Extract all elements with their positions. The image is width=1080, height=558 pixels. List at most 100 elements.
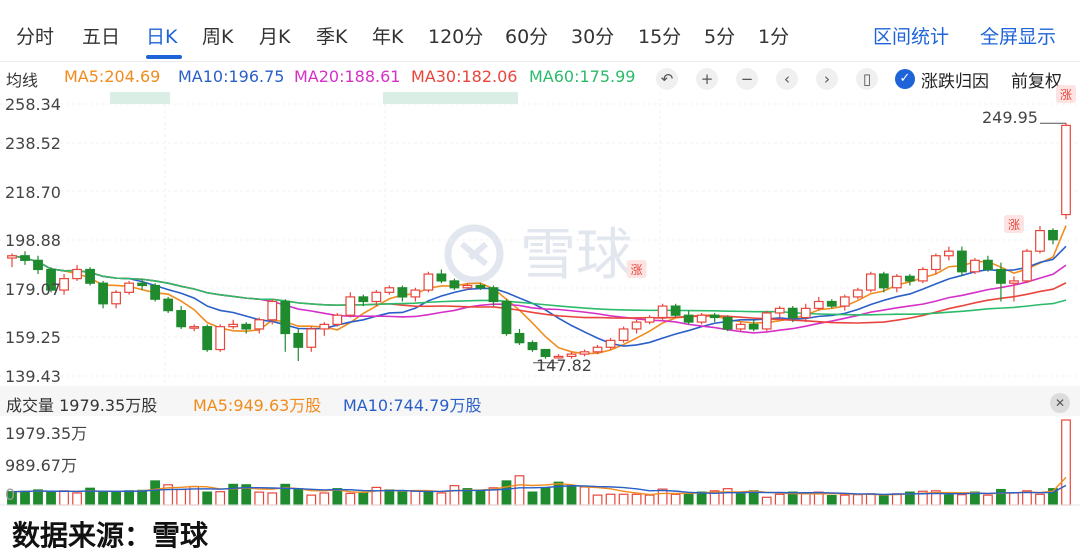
rise-tag	[1056, 85, 1076, 103]
candle-body	[566, 353, 577, 357]
candle-body	[280, 300, 291, 335]
volume-bar	[579, 486, 590, 506]
volume-bar	[657, 488, 668, 506]
rise-tag	[626, 260, 647, 278]
next-icon[interactable]: ›	[816, 68, 838, 90]
tab-weekly-k[interactable]: 周K	[202, 26, 234, 48]
candle-body	[371, 291, 382, 303]
range-highlight	[383, 92, 518, 104]
candle-body	[306, 328, 317, 348]
volume-header: 成交量 1979.35万股 MA5:949.63万股 MA10:744.79万股…	[0, 386, 1080, 416]
candle-body	[254, 319, 265, 330]
candle-body	[423, 273, 434, 291]
volume-bar	[46, 491, 56, 506]
zoom-in-icon[interactable]: +	[696, 68, 718, 90]
volume-bar	[735, 493, 746, 506]
volume-bar	[319, 492, 330, 506]
candle-body	[943, 250, 954, 257]
price-axis-label: 159.25	[5, 328, 61, 347]
tab-quarterly-k[interactable]: 季K	[316, 26, 348, 48]
kline-chart[interactable]: 雪球 涨涨涨	[0, 0, 1080, 514]
candle-body	[657, 305, 668, 319]
candle-body	[33, 259, 43, 271]
candle-body	[904, 275, 915, 282]
volume-bar	[475, 490, 486, 506]
volume-bar	[618, 493, 629, 506]
volume-axis-label: 989.67万	[5, 456, 77, 475]
volume-axis-label: 1979.35万	[5, 424, 88, 443]
volume-bar	[436, 492, 447, 506]
tab-fenshi[interactable]: 分时	[16, 26, 55, 48]
range-stats-link[interactable]: 区间统计	[873, 26, 950, 48]
ma60-value: MA60:175.99	[529, 67, 636, 86]
volume-bar	[605, 493, 616, 506]
volume-ma10-line	[11, 484, 1067, 496]
tab-monthly-k[interactable]: 月K	[259, 26, 291, 48]
ma5-line	[11, 225, 1067, 355]
candle-body	[332, 314, 343, 325]
volume-bar	[98, 491, 108, 506]
prev-icon[interactable]: ‹	[776, 68, 798, 90]
price-axis-label: 139.43	[5, 367, 61, 386]
ma-label: 均线	[6, 71, 39, 90]
candle-body	[514, 332, 525, 344]
volume-bar	[761, 496, 772, 506]
candle-body	[826, 300, 837, 307]
rise-tag-label: 涨	[1008, 217, 1020, 232]
candle-body	[449, 280, 460, 289]
candle-body	[462, 284, 473, 289]
rise-fall-attribution-toggle[interactable]: 涨跌归因	[921, 72, 989, 92]
tab-1min[interactable]: 1分	[758, 26, 790, 48]
candle-body	[46, 268, 56, 291]
candle-body	[85, 268, 95, 284]
adjust-mode-selector[interactable]: 前复权	[1011, 72, 1062, 92]
tab-yearly-k[interactable]: 年K	[372, 26, 404, 48]
volume-bar	[20, 490, 30, 506]
candle-body	[384, 287, 395, 293]
volume-bar	[345, 492, 356, 506]
candle-body	[345, 296, 356, 316]
volume-bar	[566, 485, 577, 506]
volume-bar	[33, 489, 43, 506]
candle-body	[579, 351, 590, 355]
volume-bar	[514, 475, 525, 506]
close-icon[interactable]: ✕	[1050, 393, 1070, 413]
rise-tag	[1003, 215, 1024, 233]
volume-axis-label: 0	[5, 485, 16, 504]
tab-120min[interactable]: 120分	[428, 26, 484, 48]
checkmark-icon[interactable]: ✓	[895, 69, 915, 89]
tab-30min[interactable]: 30分	[571, 26, 615, 48]
candle-body	[996, 268, 1006, 284]
candle-body	[670, 305, 681, 316]
tab-daily-k[interactable]: 日K	[146, 26, 178, 48]
candle-body	[228, 323, 239, 328]
candle-body	[150, 284, 161, 300]
zoom-out-icon[interactable]: −	[736, 68, 758, 90]
candle-body	[930, 255, 941, 271]
low-price-annotation: 147.82	[536, 356, 592, 375]
candle-body	[20, 255, 30, 261]
tab-15min[interactable]: 15分	[638, 26, 682, 48]
candle-body	[891, 275, 902, 289]
candle-body	[631, 321, 642, 330]
candle-body	[410, 289, 421, 298]
volume-bar	[683, 493, 694, 506]
tab-wuri[interactable]: 五日	[82, 26, 121, 48]
candle-body	[1048, 229, 1058, 241]
volume-bar	[644, 494, 655, 506]
range-highlight	[110, 92, 170, 104]
candle-icon[interactable]: ▯	[856, 68, 878, 90]
candle-body	[970, 259, 980, 273]
tab-60min[interactable]: 60分	[505, 26, 549, 48]
volume-bar	[501, 480, 512, 506]
candle-body	[293, 332, 304, 348]
candle-body	[983, 259, 993, 271]
candle-body	[137, 282, 148, 287]
volume-bar	[293, 488, 304, 506]
undo-icon[interactable]: ↶	[656, 68, 678, 90]
fullscreen-link[interactable]: 全屏显示	[980, 26, 1057, 48]
candle-body	[839, 296, 850, 307]
candle-body	[267, 300, 278, 321]
tab-5min[interactable]: 5分	[704, 26, 736, 48]
candle-body	[865, 273, 876, 291]
